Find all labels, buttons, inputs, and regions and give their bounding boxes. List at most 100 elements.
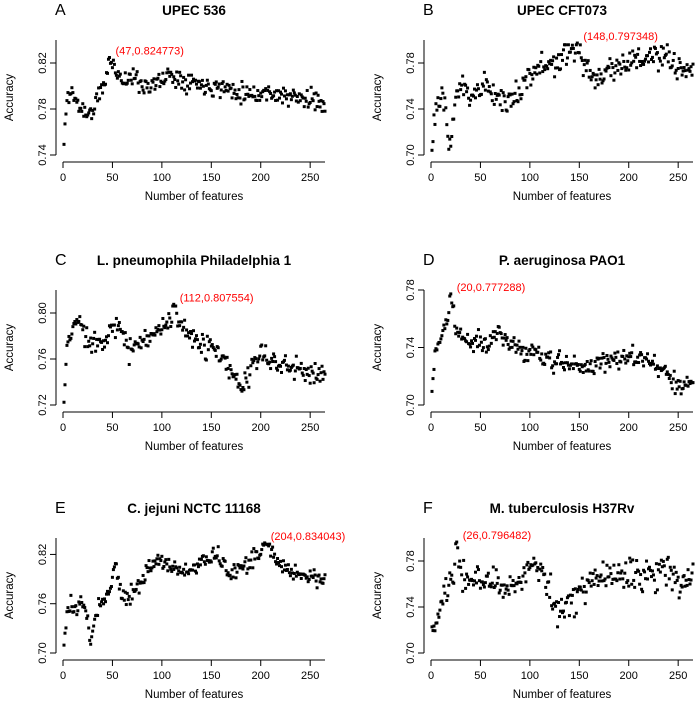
data-point (486, 348, 490, 352)
data-point (162, 564, 166, 568)
data-point (520, 349, 524, 353)
data-point (513, 91, 517, 95)
data-point (195, 338, 199, 342)
data-point (560, 611, 564, 615)
data-point (519, 352, 523, 356)
data-point (88, 638, 92, 642)
data-point (583, 362, 587, 366)
data-point (124, 338, 128, 342)
data-point (220, 81, 224, 85)
data-point (479, 340, 483, 344)
data-point (93, 107, 97, 111)
data-point (77, 319, 81, 323)
y-tick-label: 0.78 (405, 550, 417, 571)
data-point (475, 83, 479, 87)
data-point (159, 559, 163, 563)
data-point (270, 356, 274, 360)
data-point (664, 583, 668, 587)
data-point (201, 84, 205, 88)
data-point (673, 392, 677, 396)
data-point (450, 573, 454, 577)
data-point (494, 338, 498, 342)
data-point (195, 86, 199, 90)
data-point (637, 361, 641, 365)
data-point (306, 105, 310, 109)
data-point (476, 568, 480, 572)
y-tick-label: 0.76 (37, 593, 49, 614)
data-point (127, 363, 131, 366)
data-point (74, 97, 78, 101)
data-point (587, 75, 591, 79)
data-point (684, 383, 688, 387)
data-point (458, 559, 462, 563)
data-point (683, 584, 687, 588)
data-point (601, 560, 605, 564)
data-point (153, 559, 157, 563)
data-point (448, 137, 452, 141)
data-point (202, 560, 206, 564)
data-point (464, 586, 468, 590)
data-point (246, 92, 250, 96)
data-point (272, 94, 276, 98)
data-point (558, 349, 562, 353)
data-point (181, 328, 185, 332)
data-point (291, 577, 295, 581)
data-point (460, 83, 464, 87)
data-point (441, 91, 445, 95)
data-point (605, 353, 609, 357)
data-point (607, 575, 611, 579)
data-point (666, 555, 670, 559)
data-point (687, 578, 691, 582)
data-point (280, 92, 283, 96)
data-point (184, 334, 188, 338)
data-point (541, 566, 545, 570)
data-point (80, 109, 84, 113)
data-point (550, 62, 554, 66)
data-point (627, 355, 631, 359)
data-point (512, 100, 516, 104)
data-point (163, 326, 167, 330)
data-point (689, 65, 693, 69)
data-point (624, 361, 628, 365)
data-point (454, 542, 458, 546)
data-point (211, 546, 215, 550)
data-point (315, 586, 319, 590)
data-point (91, 342, 95, 346)
data-point (180, 86, 184, 90)
data-point (543, 572, 547, 576)
data-point (484, 350, 488, 354)
data-point (234, 377, 238, 381)
data-point (497, 325, 501, 329)
data-point (528, 566, 532, 570)
data-point (565, 56, 569, 60)
data-point (109, 585, 113, 589)
data-point (166, 67, 170, 71)
data-point (238, 383, 242, 387)
data-point (105, 589, 109, 593)
data-point (670, 387, 674, 391)
data-point (617, 563, 621, 567)
data-point (581, 590, 585, 594)
data-point (612, 358, 616, 362)
data-point (657, 562, 661, 566)
data-point (234, 97, 238, 101)
data-point (648, 50, 651, 54)
data-point (691, 381, 695, 385)
data-point (273, 552, 277, 556)
data-point (251, 95, 255, 99)
data-point (573, 51, 577, 55)
data-point (262, 543, 266, 547)
data-point (560, 58, 564, 62)
data-point (311, 99, 315, 103)
data-point (591, 369, 595, 373)
data-point (216, 545, 220, 549)
data-point (253, 557, 257, 561)
data-point (444, 318, 448, 322)
data-point (456, 89, 460, 93)
data-point (102, 339, 106, 343)
data-point (642, 62, 646, 66)
data-point (473, 570, 477, 574)
data-point (686, 568, 690, 572)
data-point (466, 575, 470, 579)
data-point (631, 558, 635, 562)
